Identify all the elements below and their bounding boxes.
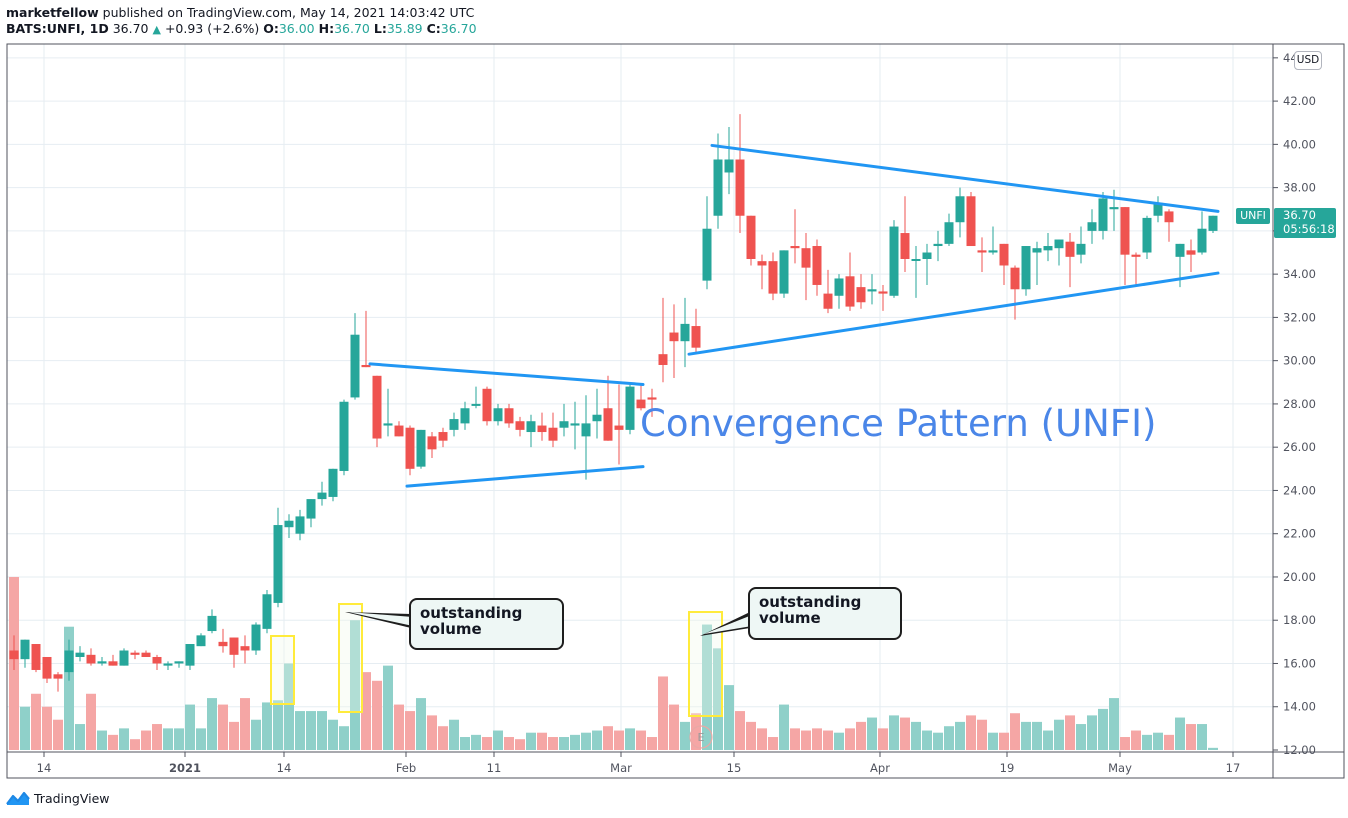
chart-grid [7, 44, 1273, 752]
price-tick-label: 14.00 [1283, 700, 1316, 714]
price-change: +0.93 (+2.6%) [164, 21, 260, 36]
price-axis[interactable]: 4442.0040.0038.0036.0034.0032.0030.0028.… [1273, 51, 1316, 757]
price-tick-label: 28.00 [1283, 397, 1316, 411]
price-tick-label: 40.00 [1283, 137, 1316, 151]
close-label: C: [426, 21, 441, 36]
open-value: 36.00 [278, 21, 315, 36]
time-tick-label: 15 [727, 761, 742, 775]
bar-countdown: 05:56:18 [1283, 222, 1335, 236]
price-tick-label: 16.00 [1283, 656, 1316, 670]
volume-callout-1[interactable]: outstanding volume [409, 598, 564, 650]
tradingview-logo-icon [6, 791, 30, 805]
price-tick-label: 42.00 [1283, 94, 1316, 108]
price-candles [9, 114, 1218, 692]
time-tick-label: 14 [277, 761, 292, 775]
time-tick-label: May [1108, 761, 1132, 775]
callout1-pointer-fill [348, 612, 413, 626]
publish-info: marketfellow published on TradingView.co… [6, 5, 474, 20]
time-tick-label: 19 [1000, 761, 1015, 775]
earnings-icon: E [698, 731, 705, 744]
symbol-tag: UNFI [1236, 208, 1270, 224]
price-tick-label: 20.00 [1283, 570, 1316, 584]
earnings-marker[interactable]: E [689, 725, 713, 749]
price-tick-label: 34.00 [1283, 267, 1316, 281]
last-price-tag: 36.70 05:56:18 [1274, 208, 1336, 238]
price-tick-label: 12.00 [1283, 743, 1316, 757]
chart-frame [6, 43, 1345, 779]
price-tick-label: 24.00 [1283, 483, 1316, 497]
pattern-annotation-text[interactable]: Convergence Pattern (UNFI) [640, 402, 1157, 445]
high-label: H: [318, 21, 335, 36]
callout2-pointer-fill [704, 615, 752, 634]
up-arrow-icon: ▲ [152, 23, 161, 36]
price-tick-label: 22.00 [1283, 527, 1316, 541]
time-tick-label: 2021 [169, 761, 201, 775]
low-label: L: [373, 21, 387, 36]
tradingview-footer[interactable]: TradingView [6, 790, 110, 806]
last-price-value: 36.70 [1283, 208, 1316, 222]
time-tick-label: 11 [487, 761, 502, 775]
price-tick-label: 32.00 [1283, 310, 1316, 324]
time-tick-label: 14 [37, 761, 52, 775]
currency-button[interactable]: USD [1294, 51, 1322, 70]
time-tick-label: Feb [396, 761, 416, 775]
price-tick-label: 30.00 [1283, 354, 1316, 368]
price-tick-label: 18.00 [1283, 613, 1316, 627]
last-price: 36.70 [112, 21, 149, 36]
price-tick-label: 26.00 [1283, 440, 1316, 454]
symbol-legend: BATS:UNFI, 1D 36.70 ▲ +0.93 (+2.6%) O:36… [6, 21, 477, 37]
time-tick-label: 17 [1226, 761, 1241, 775]
time-tick-label: Apr [870, 761, 890, 775]
time-axis[interactable]: 14 2021 14 Feb 11 Mar 15 Apr 19 May 17 [37, 752, 1241, 775]
close-value: 36.70 [440, 21, 477, 36]
publisher-name[interactable]: marketfellow [6, 5, 99, 20]
open-label: O: [263, 21, 279, 36]
tradingview-brand: TradingView [34, 790, 110, 806]
symbol-label: BATS:UNFI, 1D [6, 21, 109, 36]
time-tick-label: Mar [610, 761, 632, 775]
callout2-pointer [700, 612, 750, 636]
price-tick-label: 44 [1283, 51, 1298, 65]
volume-bars [9, 576, 1218, 750]
volume-callout-2[interactable]: outstanding volume [748, 587, 902, 640]
trendlines[interactable] [368, 143, 1220, 488]
price-tick-label: 38.00 [1283, 181, 1316, 195]
published-text: published on TradingView.com, May 14, 20… [98, 5, 475, 20]
low-value: 35.89 [386, 21, 423, 36]
volume-highlight-boxes [270, 603, 723, 717]
high-value: 36.70 [334, 21, 370, 36]
